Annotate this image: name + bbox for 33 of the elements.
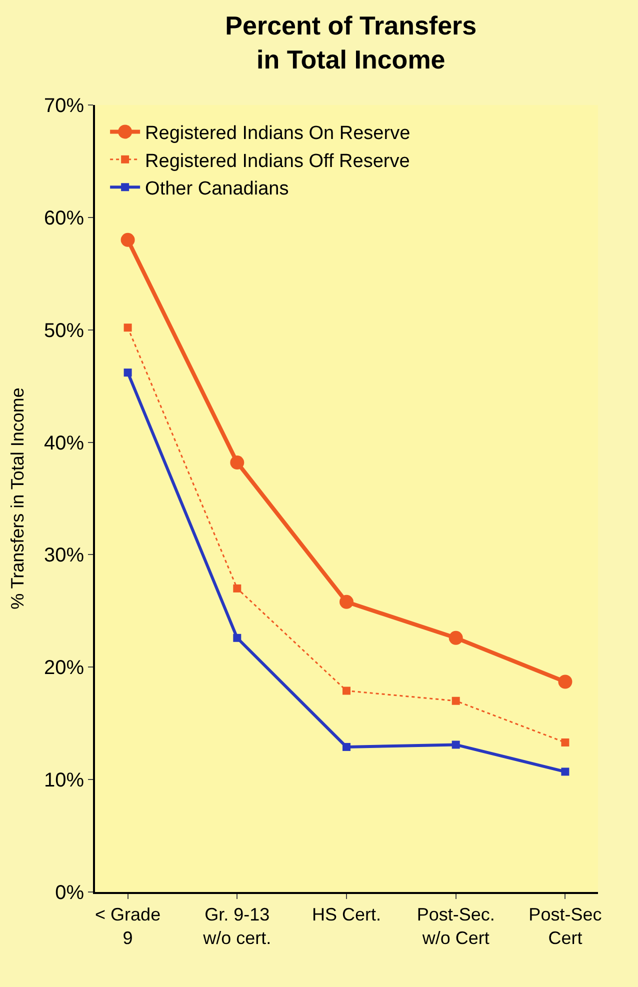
point <box>124 324 132 332</box>
y-tick-label: 20% <box>44 657 84 680</box>
point <box>452 696 460 705</box>
point <box>561 738 570 746</box>
point <box>230 456 244 470</box>
point <box>452 740 460 749</box>
y-tick-label: 10% <box>44 770 84 792</box>
x-tick-label: Post-Sec. w/o Cert <box>416 904 495 948</box>
point <box>233 634 242 642</box>
y-tick-label: 60% <box>44 207 84 230</box>
x-tick-label: < Grade 9 <box>95 904 161 948</box>
point <box>120 232 135 247</box>
point <box>561 768 570 776</box>
legend-label: Registered Indians On Reserve <box>145 123 410 144</box>
legend-label: Registered Indians Off Reserve <box>145 150 410 172</box>
y-tick-label: 50% <box>44 320 84 342</box>
point <box>448 630 463 645</box>
y-axis-title: % Transfers in Total Income <box>8 388 28 610</box>
point <box>340 594 354 609</box>
x-tick-label: Post-Sec Cert <box>528 904 602 948</box>
chart-title: Percent of Transfers in Total Income <box>225 10 477 74</box>
x-tick-label: HS Cert. <box>312 904 382 925</box>
legend-label: Other Canadians <box>145 178 289 200</box>
y-tick-label: 70% <box>44 95 84 117</box>
y-tick-label: 0% <box>55 882 84 904</box>
y-tick-label: 40% <box>44 432 84 454</box>
point <box>233 584 242 592</box>
y-tick-label: 30% <box>44 544 84 567</box>
point <box>124 368 132 377</box>
point <box>558 674 572 689</box>
point <box>342 742 350 751</box>
x-tick-label: Gr. 9-13 w/o cert. <box>202 904 272 948</box>
point <box>342 686 350 695</box>
